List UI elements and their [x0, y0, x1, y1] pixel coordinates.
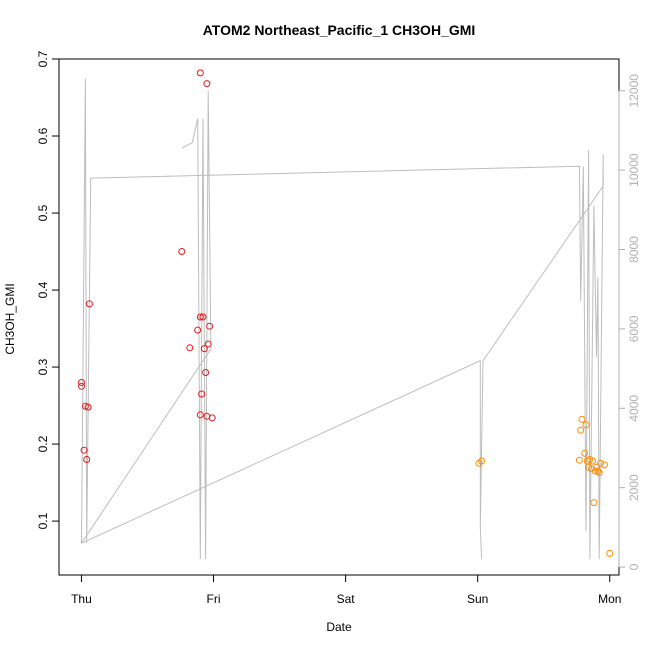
point-red-21 [203, 80, 211, 88]
x-tick-label-3: Sun [467, 592, 488, 606]
point-red-19 [208, 414, 216, 422]
point-orange-1 [478, 457, 486, 465]
point-orange-2 [575, 456, 583, 464]
chart-title: ATOM2 Northeast_Pacific_1 CH3OH_GMI [203, 22, 476, 38]
y2-tick-label-2: 4000 [627, 395, 641, 422]
point-red-17 [204, 340, 212, 348]
y-tick-label-3: 0.4 [36, 281, 50, 298]
x-axis-label: Date [326, 620, 352, 634]
point-red-1 [78, 382, 85, 390]
point-red-8 [186, 344, 194, 352]
x-tick-label-0: Thu [71, 592, 92, 606]
y-tick-label-5: 0.6 [36, 127, 50, 144]
y2-tick-label-4: 8000 [627, 236, 641, 263]
point-orange-15 [594, 467, 602, 475]
plot-frame [58, 58, 620, 576]
y-axis-label: CH3OH_GMI [3, 283, 17, 354]
point-orange-5 [581, 449, 589, 457]
point-orange-11 [589, 457, 597, 465]
point-orange-13 [591, 467, 599, 475]
point-orange-16 [595, 469, 603, 477]
y2-tick-label-0: 0 [627, 563, 641, 570]
point-red-11 [199, 313, 207, 321]
point-orange-6 [582, 421, 590, 429]
altitude-line-0 [81, 78, 604, 560]
point-red-4 [84, 403, 92, 411]
y2-tick-label-6: 12000 [627, 74, 641, 108]
altitude-track [81, 78, 604, 560]
y2-axis: 0 2000 4000 6000 8000 10000 12000 [618, 74, 641, 570]
scatter-points [78, 69, 614, 557]
point-red-2 [80, 446, 88, 454]
point-orange-19 [606, 549, 614, 557]
y2-tick-label-3: 6000 [627, 315, 641, 342]
altitude-line-1 [81, 90, 212, 560]
point-red-0 [78, 379, 85, 386]
point-red-7 [178, 248, 186, 255]
point-red-15 [202, 369, 210, 376]
y2-tick-label-1: 2000 [627, 474, 641, 501]
point-orange-18 [601, 461, 608, 469]
y-tick-label-4: 0.5 [36, 204, 50, 221]
point-red-14 [196, 411, 204, 419]
point-red-18 [206, 322, 214, 330]
point-red-9 [194, 326, 202, 334]
point-red-20 [196, 69, 204, 77]
point-red-10 [196, 313, 204, 321]
x-tick-label-2: Sat [337, 592, 356, 606]
point-red-6 [85, 300, 93, 308]
y-axis: 0.1 0.2 0.3 0.4 0.5 0.6 0.7 [36, 50, 60, 529]
point-red-5 [83, 456, 91, 463]
point-orange-4 [578, 415, 586, 423]
x-tick-label-1: Fri [207, 592, 221, 606]
y-tick-label-6: 0.7 [36, 50, 50, 67]
y-tick-label-1: 0.2 [36, 435, 50, 452]
point-orange-14 [593, 463, 600, 471]
point-red-13 [198, 390, 206, 398]
point-orange-3 [577, 426, 585, 434]
plot-area [58, 58, 620, 576]
point-orange-12 [590, 499, 598, 507]
point-red-12 [200, 345, 208, 353]
y2-tick-label-5: 10000 [627, 153, 641, 187]
point-orange-17 [597, 459, 604, 467]
y-tick-label-0: 0.1 [36, 512, 50, 529]
x-axis: Thu Fri Sat Sun Mon [71, 574, 621, 606]
y-tick-label-2: 0.3 [36, 358, 50, 375]
x-tick-label-4: Mon [598, 592, 621, 606]
